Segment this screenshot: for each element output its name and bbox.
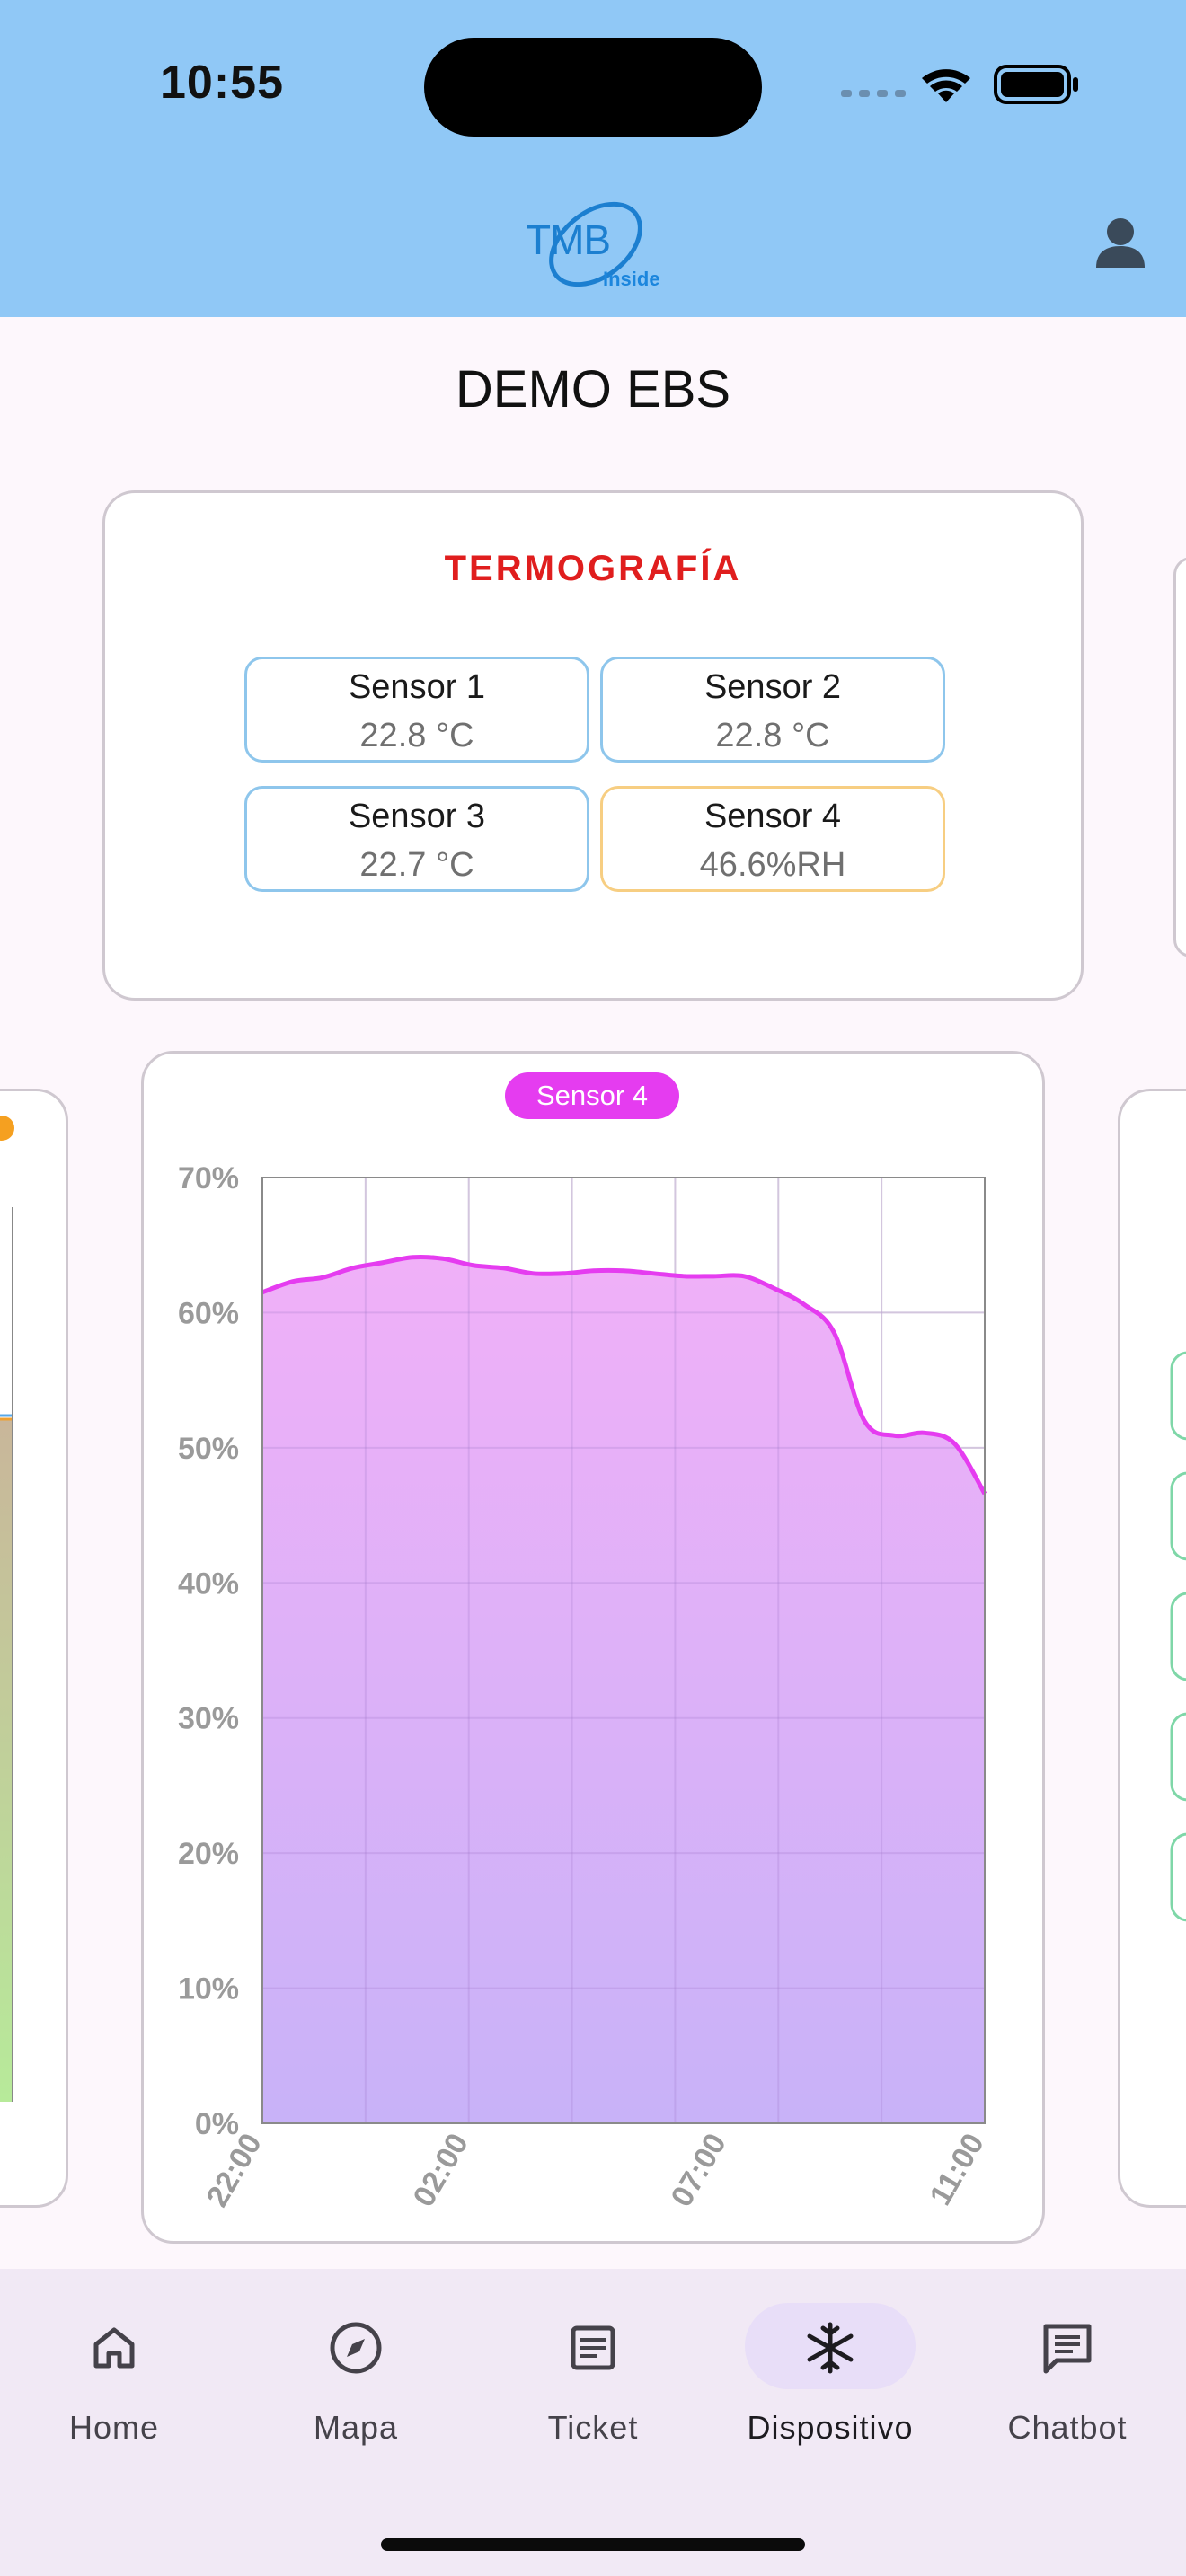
nav-label: Ticket [547,2409,639,2446]
wifi-icon [922,69,970,102]
sensor-value: 22.7 °C [359,846,474,884]
battery-icon [994,65,1078,104]
sensor-card-2[interactable]: Sensor 2 22.8 °C [600,657,945,763]
nav-label: Mapa [313,2409,399,2446]
sensor-value: 46.6%RH [699,846,846,884]
home-indicator [381,2538,805,2551]
next-chart-card-peek[interactable] [1118,1089,1186,2208]
nav-home[interactable]: Home [15,2303,213,2447]
chart-legend-sensor-4[interactable]: Sensor 4 [505,1072,679,1119]
sensor-card-3[interactable]: Sensor 3 22.7 °C [244,786,589,892]
nav-label: Home [68,2409,160,2446]
sensor-name: Sensor 4 [704,798,842,835]
status-time: 10:55 [160,57,284,109]
nav-mapa[interactable]: Mapa [257,2303,455,2447]
sensor-name: Sensor 3 [348,798,486,835]
compass-icon [330,2322,382,2374]
app-header: 10:55 TMB Inside [0,0,1186,317]
home-icon [93,2327,135,2369]
sensor-name: Sensor 1 [348,668,486,706]
nav-label: Dispositivo [747,2409,914,2446]
document-icon [571,2325,615,2370]
sensor-name: Sensor 2 [704,668,842,706]
next-card-peek[interactable] [1173,557,1186,957]
sensor-value: 22.8 °C [359,717,474,754]
dynamic-island [424,38,762,137]
account-icon[interactable] [1089,214,1152,277]
thermography-title: TERMOGRAFÍA [444,549,742,588]
page-title: DEMO EBS [455,360,731,419]
thermography-card: TERMOGRAFÍA Sensor 1 22.8 °C Sensor 2 22… [102,490,1084,1001]
nav-ticket[interactable]: Ticket [494,2303,692,2447]
tmb-logo: TMB Inside [526,181,669,298]
nav-dispositivo[interactable]: Dispositivo [731,2303,929,2447]
sensor-4-chart-card [141,1051,1045,2244]
signal-icon [841,90,906,97]
sensor-value: 22.8 °C [715,717,830,754]
sensor-card-1[interactable]: Sensor 1 22.8 °C [244,657,589,763]
chat-icon [1043,2324,1092,2374]
prev-chart-card-peek[interactable] [0,1089,68,2208]
status-icons [841,65,1078,104]
nav-label: Chatbot [1007,2409,1128,2446]
sensor-card-4[interactable]: Sensor 4 46.6%RH [600,786,945,892]
nav-chatbot[interactable]: Chatbot [969,2303,1166,2447]
bottom-navigation: Home Mapa Ticket Dispositivo [0,2269,1186,2576]
snowflake-icon [807,2322,854,2374]
